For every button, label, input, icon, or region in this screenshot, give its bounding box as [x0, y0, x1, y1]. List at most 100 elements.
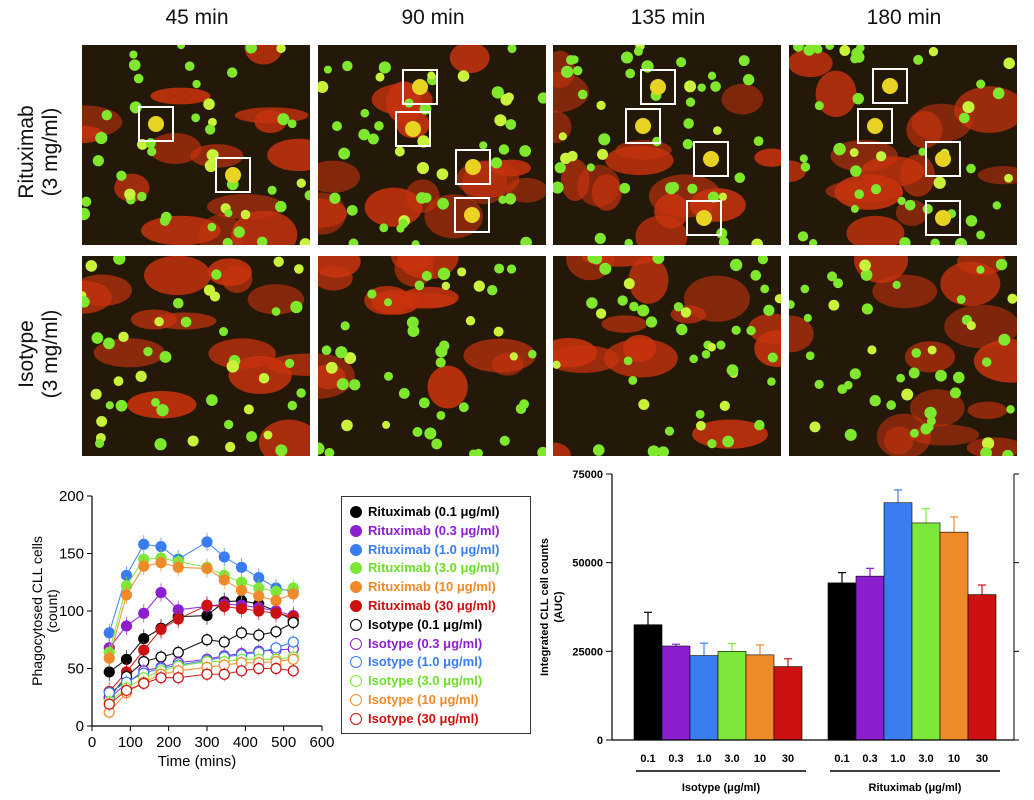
cll-cell	[558, 132, 567, 141]
cll-cell	[519, 145, 532, 157]
cll-cell	[809, 238, 818, 245]
cll-cell	[224, 419, 234, 430]
cll-cell	[892, 280, 901, 290]
macrophage-cell	[449, 45, 490, 74]
data-point	[253, 590, 265, 602]
macrophage-cell	[910, 389, 965, 427]
cll-cell	[293, 264, 304, 274]
cll-cell	[505, 119, 517, 130]
highlight-box	[857, 108, 893, 144]
bar	[911, 522, 941, 741]
cll-cell	[267, 185, 277, 195]
cll-cell	[435, 345, 448, 358]
engulfed-cell	[465, 159, 481, 175]
cll-cell	[1007, 293, 1017, 304]
microscopy-panel	[553, 45, 781, 245]
cll-cell	[95, 131, 108, 145]
cll-cell	[707, 191, 719, 203]
bar	[689, 655, 719, 741]
category-label: 10	[754, 753, 766, 765]
cll-cell	[774, 294, 781, 304]
engulfed-cell	[935, 151, 951, 167]
cll-cell	[133, 73, 144, 84]
cll-cell	[129, 50, 138, 59]
cll-cell	[383, 298, 392, 307]
cll-cell	[498, 195, 507, 205]
cll-cell	[625, 68, 636, 79]
category-label: 30	[782, 753, 794, 765]
cll-cell	[718, 192, 728, 201]
x-tick-label: 0	[88, 734, 96, 751]
cll-cell	[416, 192, 428, 204]
cll-cell	[1002, 449, 1014, 456]
cll-cell	[240, 209, 251, 220]
highlight-box	[925, 141, 961, 177]
y-axis-label: Phagocytosed CLL cells	[29, 536, 45, 686]
cll-cell	[710, 81, 721, 92]
cll-cell	[243, 404, 254, 415]
cll-cell	[930, 238, 940, 245]
data-point	[201, 536, 213, 548]
macrophage-cell	[591, 174, 622, 211]
cll-cell	[487, 285, 498, 296]
cll-cell	[767, 377, 776, 386]
data-point	[235, 603, 248, 615]
macrophage-cell	[364, 187, 423, 227]
cll-cell	[707, 71, 717, 80]
cll-cell	[959, 112, 970, 124]
macrophage-cell	[267, 138, 310, 172]
x-tick-label: 200	[156, 734, 181, 751]
macrophage-cell	[491, 353, 524, 376]
cll-cell	[416, 161, 430, 175]
macrophage-cell	[208, 338, 276, 369]
bar	[939, 531, 969, 741]
cll-cell	[797, 231, 809, 242]
cll-cell	[537, 446, 546, 456]
cll-cell	[437, 267, 451, 281]
cll-cell	[105, 401, 114, 410]
cll-cell	[258, 373, 270, 384]
row-label-isotype: Isotype (3 mg/ml)	[15, 269, 63, 439]
series-line	[108, 562, 294, 659]
macrophage-cell	[318, 256, 361, 278]
y-axis-label-unit: (AUC)	[553, 591, 565, 622]
cll-cell	[528, 349, 537, 359]
data-point	[287, 665, 299, 677]
macrophage-cell	[258, 419, 310, 456]
x-tick-label: 500	[271, 734, 296, 751]
cll-cell	[346, 204, 358, 216]
engulfed-cell	[635, 118, 651, 134]
cll-cell	[225, 441, 236, 453]
cll-cell	[803, 45, 815, 56]
cll-cell	[340, 321, 350, 331]
macrophage-cell	[82, 274, 133, 307]
cll-cell	[828, 299, 840, 311]
cll-cell	[479, 141, 488, 150]
cll-cell	[85, 260, 98, 272]
microscopy-panel	[553, 256, 781, 456]
cll-cell	[192, 79, 201, 89]
macrophage-cell	[940, 261, 1001, 306]
cll-cell	[719, 400, 730, 411]
cll-cell	[275, 444, 288, 456]
bar	[967, 594, 997, 741]
cll-cell	[245, 45, 257, 54]
cll-cell	[935, 369, 947, 382]
cll-cell	[597, 148, 609, 160]
cll-cell	[560, 65, 574, 78]
data-point	[120, 684, 133, 696]
x-tick-label: 400	[233, 734, 258, 751]
cll-cell	[869, 395, 881, 407]
legend-marker-icon	[350, 543, 362, 556]
cll-cell	[349, 379, 361, 391]
data-point	[270, 642, 282, 654]
macrophage-cell	[754, 148, 781, 167]
cll-cell	[619, 182, 631, 194]
cll-cell	[329, 192, 341, 204]
cll-cell	[458, 402, 469, 413]
cll-cell	[673, 302, 684, 312]
cll-cell	[911, 348, 922, 358]
macrophage-cell	[904, 341, 956, 373]
data-point	[172, 561, 184, 573]
macrophage-cell	[884, 426, 914, 455]
